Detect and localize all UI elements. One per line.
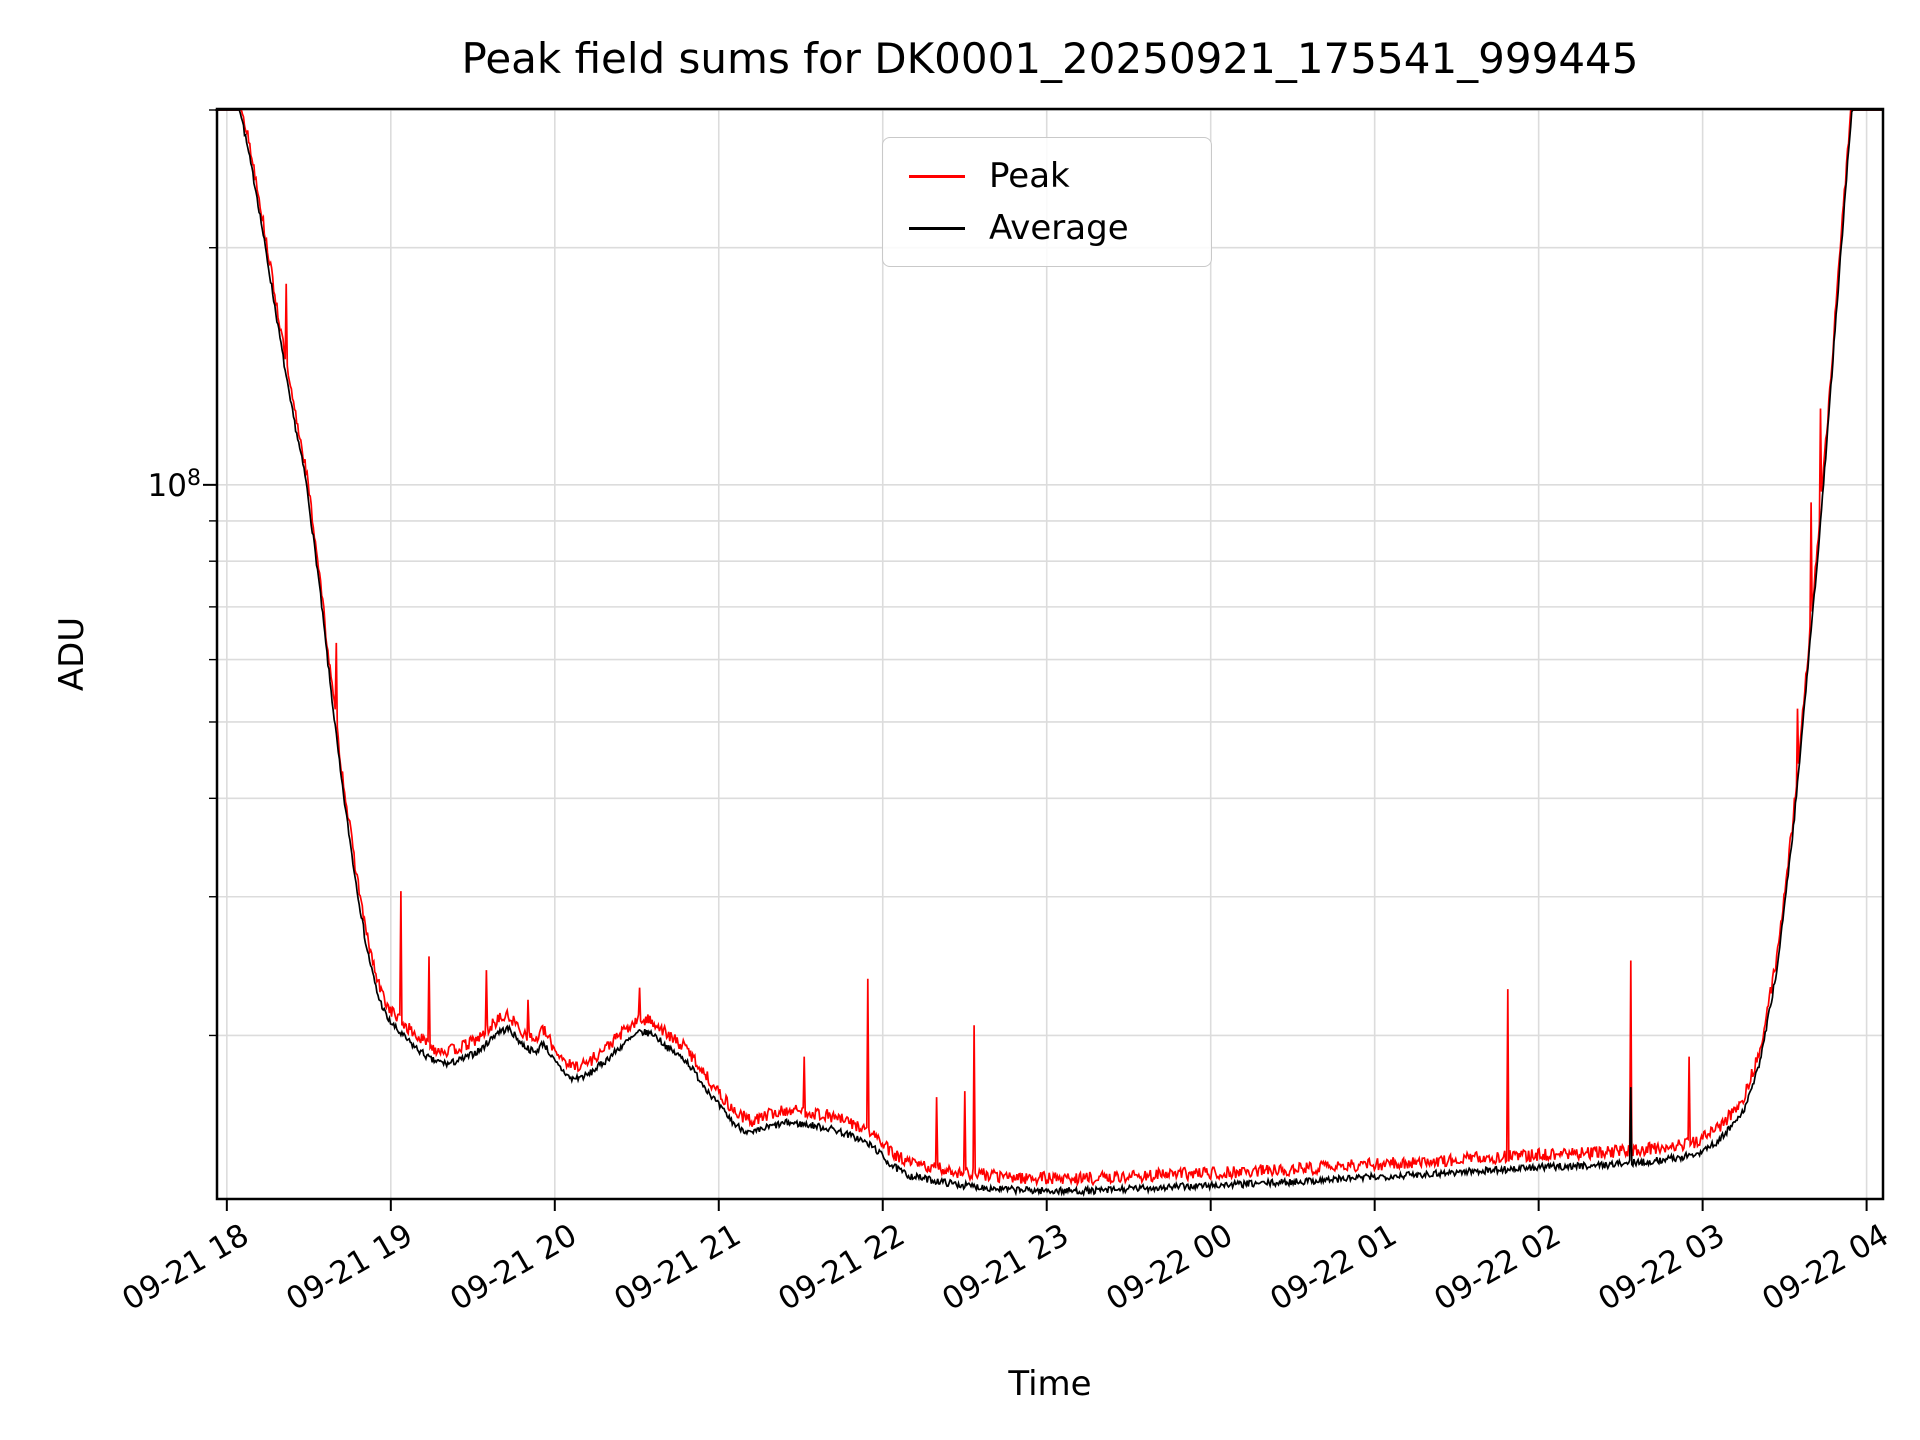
legend-entry-average: Average bbox=[883, 208, 1211, 248]
average-line-swatch bbox=[909, 226, 965, 230]
average-line bbox=[215, 109, 1883, 1198]
y-tick-exponent: 8 bbox=[187, 465, 201, 491]
plot-border bbox=[215, 107, 1885, 1201]
axis-ticks bbox=[203, 109, 1868, 1211]
gridlines bbox=[217, 109, 1883, 1199]
legend-label-peak: Peak bbox=[989, 156, 1070, 196]
y-tick-base: 10 bbox=[147, 468, 187, 505]
x-axis-label: Time bbox=[1008, 1364, 1092, 1404]
chart-title: Peak field sums for DK0001_20250921_1755… bbox=[461, 34, 1639, 83]
y-tick-label: 108 bbox=[0, 466, 201, 504]
data-curves bbox=[215, 109, 1883, 1198]
legend-label-average: Average bbox=[989, 208, 1129, 248]
legend: Peak Average bbox=[882, 137, 1212, 267]
peak-line-swatch bbox=[909, 174, 965, 178]
legend-entry-peak: Peak bbox=[883, 156, 1211, 196]
peak-line bbox=[215, 109, 1883, 1188]
